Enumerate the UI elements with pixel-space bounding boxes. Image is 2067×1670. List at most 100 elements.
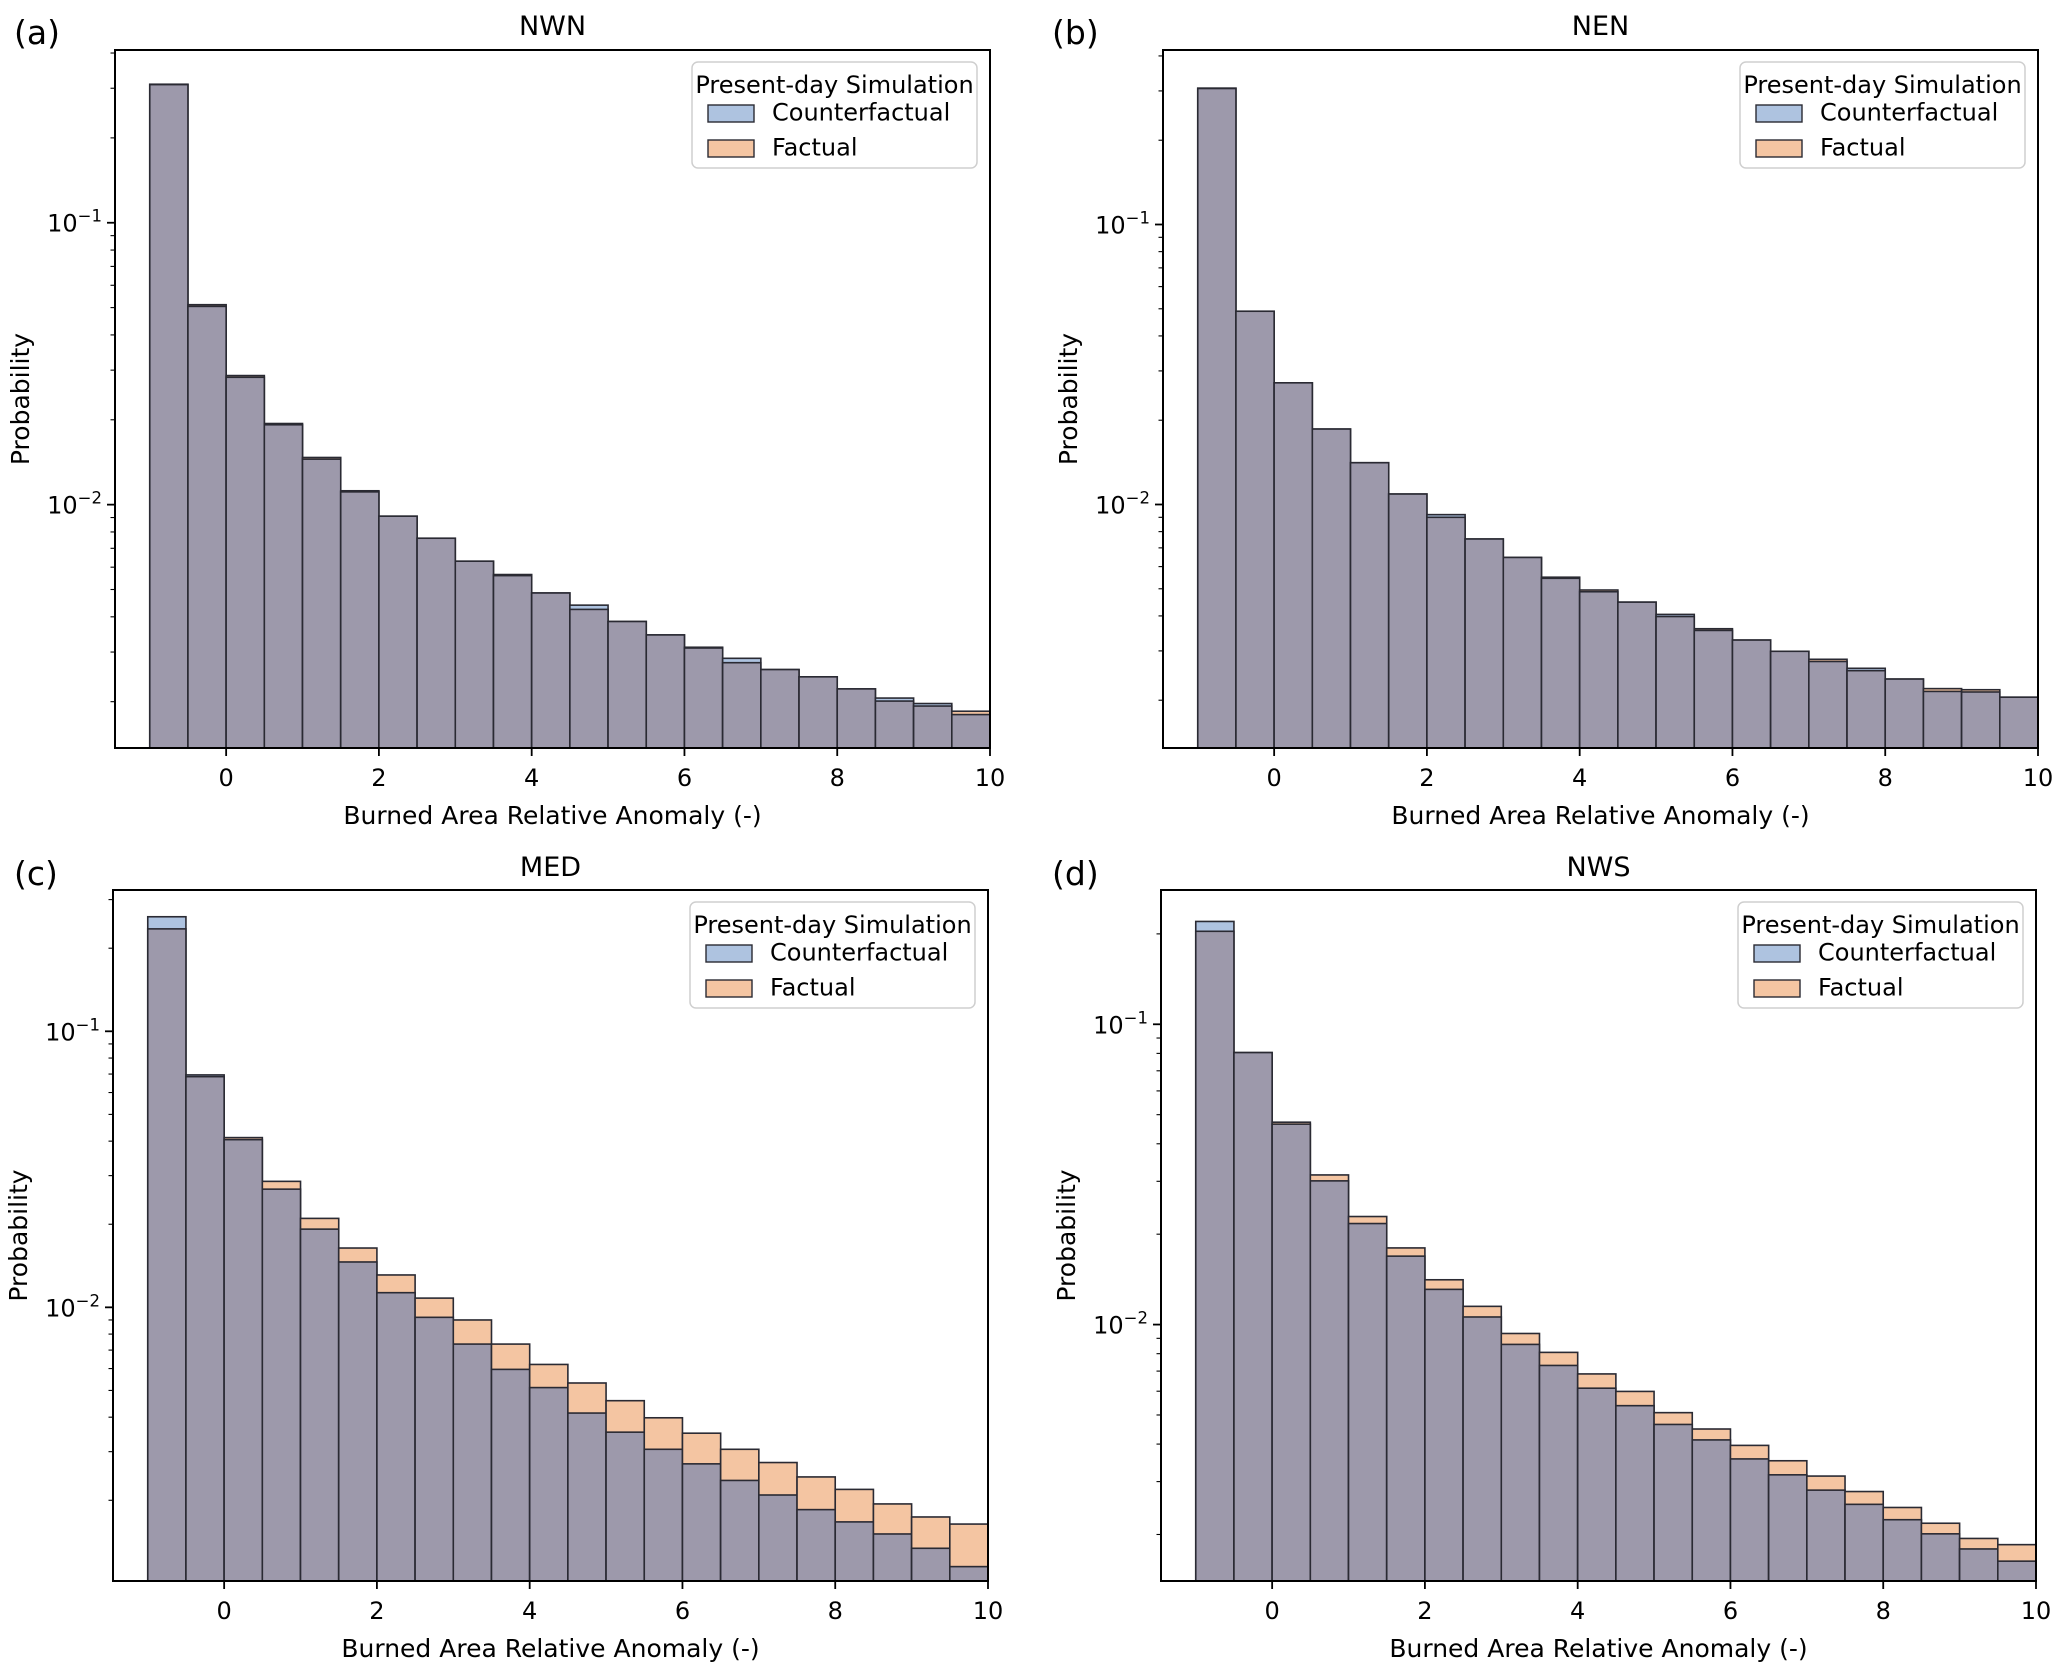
- bar-overlap-bin8: [1500, 1343, 1541, 1582]
- legend-swatch-counterfactual: [707, 104, 755, 123]
- x-tick-label: 10: [2023, 764, 2054, 792]
- bar-overlap-bin3: [261, 1188, 302, 1582]
- bar-overlap-bin12: [607, 620, 648, 749]
- x-tick-label: 4: [524, 764, 539, 792]
- bar-overlap-bin6: [378, 515, 418, 749]
- bar-overlap-bin5: [1385, 1255, 1426, 1582]
- bar-overlap-bin17: [798, 676, 839, 749]
- y-tick-label: 10−2: [1095, 488, 1150, 519]
- legend-box: [1739, 61, 2026, 169]
- bar-overlap-bin15: [1767, 1474, 1808, 1582]
- x-tick-label: 8: [830, 764, 845, 792]
- x-tick-label: 6: [675, 1597, 690, 1625]
- bar-overlap-bin16: [1806, 1489, 1846, 1582]
- legend-box: [691, 61, 978, 169]
- bars-d: [1194, 920, 2037, 1582]
- x-tick-label: 8: [1878, 764, 1893, 792]
- legend-swatch-counterfactual: [1755, 104, 1803, 123]
- panel-corner-label-d: (d): [1052, 854, 1099, 893]
- bar-overlap-bin3: [263, 423, 304, 749]
- bar-overlap-bin12: [605, 1431, 646, 1582]
- bar-overlap-bin16: [758, 1494, 798, 1582]
- bar-overlap-bin16: [1808, 660, 1848, 749]
- bar-overlap-bin13: [643, 1448, 684, 1582]
- bars-c: [146, 915, 989, 1582]
- bar-overlap-bin3: [1311, 428, 1352, 749]
- x-tick-label: 0: [1267, 764, 1282, 792]
- bar-overlap-bin7: [1462, 1316, 1503, 1582]
- bar-overlap-bin18: [836, 688, 877, 749]
- axes-spines-c: [112, 889, 989, 1582]
- bar-overlap-bin8: [454, 560, 495, 749]
- axes-spines-a: [114, 49, 991, 749]
- bar-overlap-bin18: [1882, 1518, 1923, 1582]
- bar-overlap-bin21: [951, 713, 991, 749]
- legend-label-factual: Factual: [1820, 134, 1906, 162]
- y-tick-label: 10−2: [1093, 1309, 1148, 1340]
- legend-title: Present-day Simulation: [695, 71, 973, 99]
- x-axis-label: Burned Area Relative Anomaly (-): [341, 1634, 759, 1663]
- x-axis-label: Burned Area Relative Anomaly (-): [343, 801, 761, 830]
- bar-overlap-bin18: [1884, 678, 1925, 749]
- x-tick-label: 6: [1723, 1597, 1738, 1625]
- bar-overlap-bin7: [1464, 538, 1505, 749]
- bar-overlap-bin14: [1731, 639, 1772, 749]
- bar-overlap-bin12: [1653, 1423, 1694, 1582]
- bar-overlap-bin10: [1578, 590, 1619, 749]
- bar-overlap-bin1: [185, 1075, 225, 1582]
- bar-overlap-bin17: [1844, 1503, 1885, 1582]
- y-tick-label: 10−2: [45, 1291, 100, 1322]
- panel-a: 10−1 10−2 0 2 4 6 8 10 Burned Area Relative Anom…: [6, 11, 1005, 830]
- x-tick-label: 2: [1417, 1597, 1432, 1625]
- panel-corner-label-a: (a): [14, 13, 60, 52]
- bar-overlap-bin20: [910, 1547, 951, 1582]
- axes-spines-d: [1160, 889, 2037, 1582]
- bar-overlap-bin15: [1769, 650, 1810, 749]
- legend-title: Present-day Simulation: [1741, 911, 2019, 939]
- bar-overlap-bin19: [872, 1533, 913, 1582]
- bar-overlap-bin17: [796, 1508, 837, 1582]
- axes-spines-b: [1162, 49, 2039, 749]
- panel-c: 10−1 10−2 0 2 4 6 8 10 Burned Area Relative Anom…: [4, 852, 1003, 1663]
- bar-overlap-bin2: [1273, 382, 1314, 749]
- bar-overlap-bin11: [1615, 1404, 1655, 1582]
- bar-overlap-bin13: [1691, 1439, 1732, 1582]
- bar-overlap-bin8: [452, 1343, 493, 1582]
- bar-overlap-bin10: [1576, 1387, 1617, 1582]
- bar-overlap-bin20: [912, 705, 953, 749]
- x-axis-label: Burned Area Relative Anomaly (-): [1391, 801, 1809, 830]
- panel-b: 10−1 10−2 0 2 4 6 8 10 Burned Area Relative Anom…: [1052, 11, 2053, 830]
- bar-overlap-bin6: [1426, 516, 1466, 749]
- panel-corner-label-b: (b): [1052, 13, 1099, 52]
- bar-overlap-bin20: [1958, 1548, 1999, 1582]
- x-tick-label: 8: [1876, 1597, 1891, 1625]
- legend-label-factual: Factual: [770, 974, 856, 1002]
- bar-overlap-bin10: [530, 592, 571, 749]
- legend-swatch-factual: [705, 979, 753, 998]
- bar-overlap-bin11: [1617, 601, 1657, 749]
- x-tick-label: 10: [975, 764, 1006, 792]
- bar-overlap-bin11: [567, 1412, 607, 1582]
- legend-swatch-factual: [707, 139, 755, 158]
- bar-overlap-bin21: [949, 1565, 989, 1582]
- panel-title-d: NWS: [1566, 852, 1630, 883]
- y-tick-label: 10−2: [47, 489, 102, 520]
- y-tick-label: 10−1: [1093, 1008, 1148, 1039]
- x-tick-label: 4: [1572, 764, 1587, 792]
- x-tick-label: 0: [1265, 1597, 1280, 1625]
- bar-overlap-bin5: [337, 1261, 378, 1582]
- bar-overlap-bin0: [1194, 930, 1235, 1582]
- bar-overlap-bin19: [1922, 690, 1963, 749]
- bar-overlap-bin7: [416, 537, 457, 749]
- y-tick-label: 10−1: [47, 207, 102, 238]
- bar-overlap-bin2: [1271, 1123, 1312, 1582]
- legend-swatch-factual: [1755, 139, 1803, 158]
- x-tick-label: 2: [369, 1597, 384, 1625]
- bar-overlap-bin14: [683, 647, 724, 749]
- bar-overlap-bin20: [1960, 691, 2001, 749]
- legend-label-counterfactual: Counterfactual: [770, 939, 948, 967]
- panel-corner-label-c: (c): [14, 854, 58, 893]
